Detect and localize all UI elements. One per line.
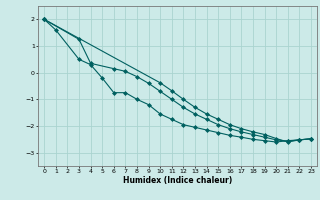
X-axis label: Humidex (Indice chaleur): Humidex (Indice chaleur) bbox=[123, 176, 232, 185]
